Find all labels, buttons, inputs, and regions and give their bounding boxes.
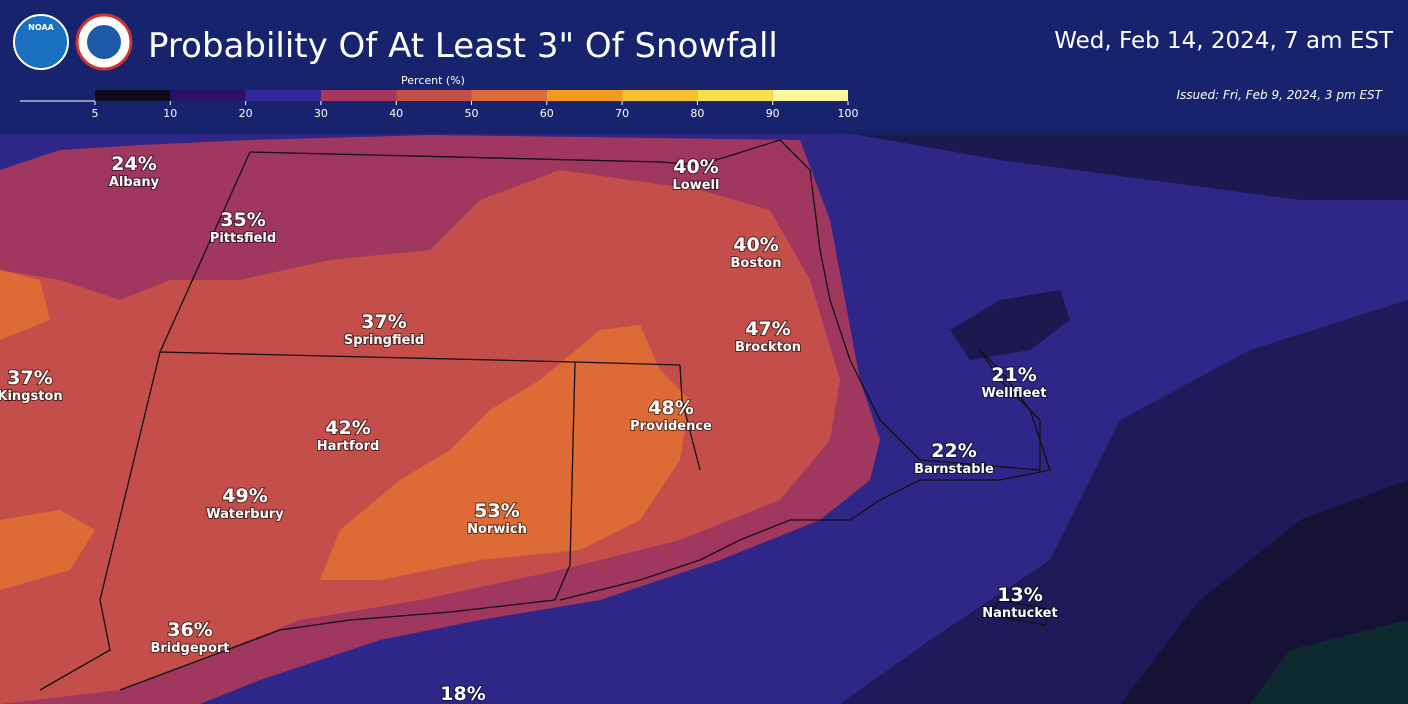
city-name: Norwich (467, 522, 527, 537)
city-value: 49% (222, 485, 267, 507)
header-bg (0, 0, 1408, 134)
legend-tick-label: 10 (163, 107, 177, 120)
legend: 5 10 20 30 40 50 60 70 80 90 100 (92, 90, 859, 120)
city-value: 53% (474, 500, 519, 522)
legend-tick-label: 20 (239, 107, 253, 120)
city-name: Barnstable (914, 462, 994, 477)
legend-swatch (697, 90, 773, 101)
legend-swatch (471, 90, 547, 101)
city-value: 40% (733, 234, 778, 256)
legend-tick-label: 30 (314, 107, 328, 120)
city-name: Providence (630, 419, 712, 434)
legend-tick-label: 100 (838, 107, 859, 120)
city-value: 48% (648, 397, 693, 419)
legend-tick-label: 50 (465, 107, 479, 120)
legend-swatch (546, 90, 623, 101)
legend-swatch (320, 90, 397, 101)
legend-swatch (245, 90, 321, 101)
title: Probability Of At Least 3" Of Snowfall (148, 26, 778, 66)
nws-logo-inner (87, 25, 121, 59)
legend-swatch (95, 90, 171, 101)
legend-tick-label: 90 (766, 107, 780, 120)
legend-tick-label: 40 (389, 107, 403, 120)
header: NOAA Probability Of At Least 3" Of Snowf… (0, 0, 1408, 134)
legend-swatch (772, 90, 848, 101)
state-borders (39, 139, 1051, 691)
valid-time: Wed, Feb 14, 2024, 7 am EST (1054, 28, 1394, 54)
city-name: Brockton (735, 340, 801, 355)
city-value: 22% (931, 440, 976, 462)
legend-swatch (622, 90, 698, 101)
city-labels: 24%Albany35%Pittsfield40%Lowell40%Boston… (0, 152, 1059, 704)
city-value: 18% (440, 683, 485, 704)
city-value: 40% (673, 156, 718, 178)
legend-label: Percent (%) (401, 74, 465, 87)
city-value: 37% (7, 367, 52, 389)
legend-tick-label: 60 (540, 107, 554, 120)
city-value: 47% (745, 318, 790, 340)
city-name: Lowell (673, 178, 720, 193)
city-name: Wellfleet (981, 386, 1046, 401)
logo-text: NOAA (28, 23, 54, 32)
legend-tick-label: 5 (92, 107, 99, 120)
city-name: Boston (731, 256, 782, 271)
city-name: Kingston (0, 389, 63, 404)
city-value: 36% (167, 619, 212, 641)
city-name: Pittsfield (210, 231, 276, 246)
city-value: 21% (991, 364, 1036, 386)
legend-swatch (170, 90, 246, 101)
city-name: Hartford (317, 439, 380, 454)
issued: Issued: Fri, Feb 9, 2024, 3 pm EST (1176, 88, 1383, 102)
legend-tick-label: 70 (615, 107, 629, 120)
city-value: 35% (220, 209, 265, 231)
city-name: Nantucket (982, 606, 1057, 621)
city-name: Waterbury (206, 507, 284, 522)
city-value: 37% (361, 311, 406, 333)
city-value: 13% (997, 584, 1042, 606)
noaa-logo (13, 14, 69, 70)
city-name: Springfield (344, 333, 424, 348)
city-name: Bridgeport (150, 641, 229, 656)
city-value: 42% (325, 417, 370, 439)
legend-swatch (396, 90, 472, 101)
city-value: 24% (111, 153, 156, 175)
legend-tick-label: 80 (690, 107, 704, 120)
city-name: Albany (109, 175, 160, 190)
